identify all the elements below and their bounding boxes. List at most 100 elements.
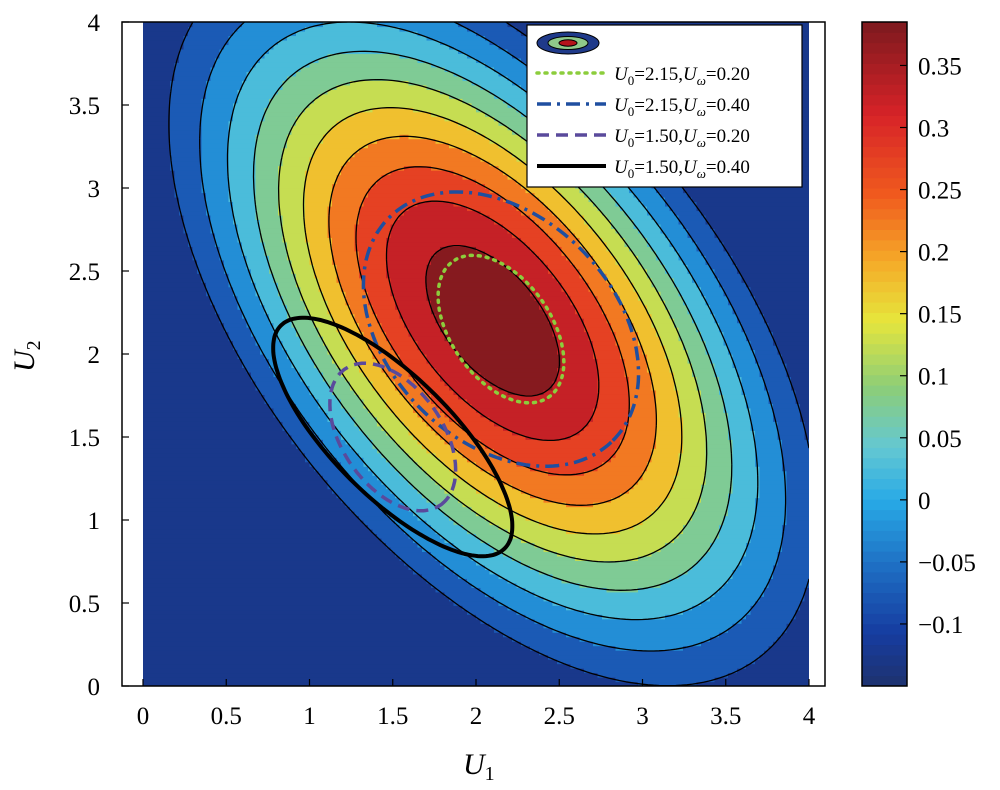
field-cell: [233, 170, 239, 176]
field-cell: [251, 156, 257, 162]
field-cell: [192, 53, 198, 59]
field-cell: [242, 632, 248, 638]
field-cell: [242, 475, 248, 481]
field-cell: [147, 318, 153, 324]
field-cell: [255, 318, 261, 324]
field-cell: [255, 358, 261, 364]
field-cell: [152, 295, 158, 301]
field-cell: [156, 354, 162, 360]
field-cell: [278, 569, 284, 575]
field-cell: [282, 421, 288, 427]
field-cell: [260, 295, 266, 301]
field-cell: [152, 587, 158, 593]
field-cell: [246, 367, 252, 373]
field-cell: [201, 250, 207, 256]
field-cell: [152, 389, 158, 395]
field-cell: [282, 681, 288, 686]
field-cell: [215, 614, 221, 620]
field-cell: [269, 304, 275, 310]
field-cell: [260, 430, 266, 436]
field-cell: [282, 533, 288, 539]
field-cell: [251, 246, 257, 252]
field-cell: [237, 246, 243, 252]
field-cell: [201, 295, 207, 301]
field-cell: [219, 385, 225, 391]
field-cell: [282, 39, 288, 46]
field-cell: [219, 22, 225, 28]
field-cell: [219, 367, 225, 373]
field-cell: [188, 560, 194, 566]
field-cell: [260, 165, 266, 171]
field-cell: [215, 560, 221, 566]
field-cell: [260, 277, 266, 283]
field-cell: [156, 84, 162, 90]
field-cell: [264, 102, 270, 108]
field-cell: [179, 587, 185, 593]
field-cell: [210, 484, 216, 490]
field-cell: [197, 161, 203, 167]
field-cell: [233, 174, 239, 180]
field-cell: [188, 22, 194, 28]
field-cell: [219, 416, 225, 422]
field-cell: [165, 398, 171, 404]
field-cell: [242, 421, 248, 427]
field-cell: [260, 282, 266, 288]
field-cell: [260, 138, 266, 144]
field-cell: [197, 470, 203, 476]
field-cell: [237, 457, 243, 463]
field-cell: [170, 228, 176, 234]
field-cell: [174, 22, 180, 28]
field-cell: [228, 376, 234, 382]
field-cell: [228, 618, 234, 624]
field-cell: [188, 362, 194, 369]
field-cell: [264, 555, 270, 561]
field-cell: [206, 466, 212, 472]
field-cell: [237, 515, 243, 521]
field-cell: [269, 327, 275, 333]
field-cell: [278, 120, 284, 126]
field-cell: [251, 354, 257, 360]
field-cell: [237, 205, 243, 212]
field-cell: [210, 205, 216, 212]
field-cell: [147, 578, 153, 584]
field-cell: [192, 219, 198, 225]
field-cell: [188, 264, 194, 270]
field-cell: [255, 466, 261, 472]
field-cell: [219, 71, 225, 77]
field-cell: [156, 223, 162, 229]
field-cell: [233, 138, 239, 144]
field-cell: [282, 93, 288, 99]
field-cell: [165, 98, 171, 104]
field-cell: [264, 84, 270, 90]
field-cell: [282, 632, 288, 638]
field-cell: [246, 143, 252, 149]
field-cell: [269, 457, 275, 463]
field-cell: [179, 493, 185, 499]
field-cell: [264, 677, 270, 683]
field-cell: [170, 452, 176, 458]
field-cell: [183, 134, 189, 140]
field-cell: [269, 102, 275, 108]
field-cell: [287, 551, 293, 557]
field-cell: [260, 609, 266, 615]
field-cell: [273, 44, 279, 50]
field-cell: [260, 48, 266, 55]
field-cell: [170, 232, 176, 238]
field-cell: [174, 677, 180, 683]
field-cell: [210, 677, 216, 683]
field-cell: [192, 416, 198, 422]
field-cell: [161, 389, 167, 395]
field-cell: [251, 430, 257, 436]
field-cell: [156, 170, 162, 176]
field-cell: [278, 22, 284, 28]
field-cell: [152, 493, 158, 499]
field-cell: [192, 636, 198, 642]
field-cell: [174, 573, 180, 579]
field-cell: [255, 542, 261, 548]
field-cell: [143, 161, 149, 167]
field-cell: [237, 371, 243, 378]
field-cell: [188, 107, 194, 113]
field-cell: [210, 371, 216, 378]
field-cell: [201, 358, 207, 364]
field-cell: [165, 591, 171, 597]
